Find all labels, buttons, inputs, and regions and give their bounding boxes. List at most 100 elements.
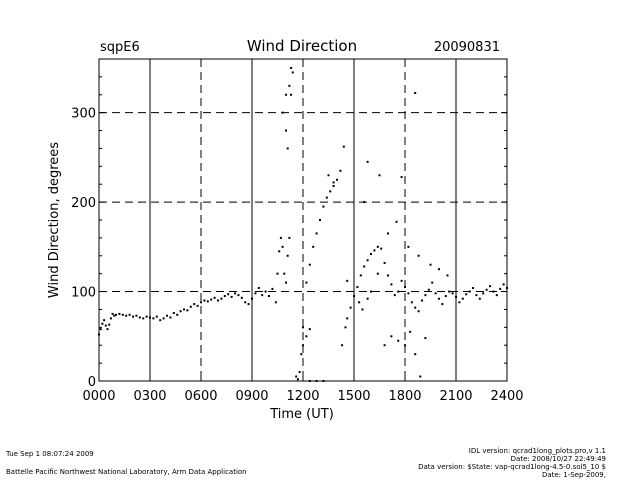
data-point <box>217 299 219 302</box>
data-point <box>359 274 362 277</box>
data-point <box>254 292 257 295</box>
data-point <box>278 250 281 253</box>
data-point <box>376 245 379 248</box>
data-point <box>427 288 430 291</box>
data-point <box>152 317 155 320</box>
data-point <box>421 299 423 302</box>
data-point <box>288 84 291 87</box>
data-point <box>176 313 179 316</box>
data-point <box>290 93 293 96</box>
data-point <box>213 296 216 299</box>
data-point <box>349 306 352 309</box>
x-tick-label: 0600 <box>184 389 217 404</box>
data-point <box>475 294 478 297</box>
chart-date: 20090831 <box>434 40 500 55</box>
data-point <box>172 312 175 315</box>
data-point <box>495 294 498 297</box>
data-point <box>319 219 321 221</box>
x-tick-label: 2400 <box>490 389 523 404</box>
data-point <box>378 174 381 177</box>
data-point <box>400 176 403 179</box>
data-point <box>169 316 172 319</box>
x-tick-label: 0000 <box>82 389 115 404</box>
data-point <box>155 315 158 318</box>
footer-idl-date: Date: 2008/10/27 22:49:49 <box>510 455 606 463</box>
data-point <box>125 314 128 317</box>
data-point <box>302 326 304 329</box>
data-point <box>502 283 505 286</box>
data-point <box>455 295 457 298</box>
data-point <box>121 313 124 316</box>
data-point <box>458 301 461 304</box>
data-point <box>113 314 116 317</box>
data-point <box>183 308 185 311</box>
data-point <box>395 220 398 223</box>
footer-run-date: Date: 1-Sep-2009, <box>541 471 606 479</box>
x-tick-label: 2100 <box>439 389 472 404</box>
data-point <box>295 375 298 378</box>
chart-title: Wind Direction <box>247 37 357 55</box>
footer-timestamp: Tue Sep 1 08:07:24 2009 <box>6 450 94 458</box>
x-tick-labels: 0000 0300 0600 0900 1200 1500 1800 2100 2400 <box>82 389 523 404</box>
data-point <box>336 178 338 181</box>
data-points <box>98 66 508 382</box>
data-point <box>441 303 444 306</box>
data-point <box>251 297 253 300</box>
footer-data-version: Data version: $State: vap-qcrad1long-4.5… <box>418 463 606 471</box>
data-point <box>472 286 474 289</box>
data-point <box>346 317 349 320</box>
data-point <box>189 305 192 308</box>
data-point <box>234 292 236 295</box>
data-point <box>206 300 209 303</box>
data-point <box>240 296 243 299</box>
data-point <box>363 265 366 268</box>
x-tick-label: 1800 <box>388 389 421 404</box>
data-point <box>247 303 250 306</box>
y-tick-label: 300 <box>71 107 96 122</box>
data-point <box>376 272 379 275</box>
data-point <box>438 268 440 271</box>
data-point <box>358 301 361 304</box>
data-point <box>414 91 417 94</box>
data-point <box>489 285 491 288</box>
data-point <box>468 290 471 293</box>
data-point <box>465 293 468 296</box>
data-point <box>404 286 406 289</box>
data-point <box>308 380 311 382</box>
data-point <box>300 353 303 356</box>
data-point <box>281 111 284 114</box>
data-point <box>431 281 434 284</box>
data-point <box>203 299 206 302</box>
data-point <box>361 308 364 311</box>
data-point <box>285 129 287 132</box>
data-point <box>279 236 282 239</box>
data-point <box>444 295 447 298</box>
data-point <box>200 301 202 304</box>
footer-idl-version: IDL version: qcrad1long_plots.pro,v 1.1 <box>468 447 606 455</box>
data-point <box>149 316 151 319</box>
y-tick-label: 0 <box>88 375 96 390</box>
data-point <box>308 328 311 331</box>
data-point <box>142 317 145 320</box>
data-point <box>332 185 335 188</box>
data-point <box>329 190 332 193</box>
data-point <box>325 196 328 199</box>
data-point <box>296 378 299 381</box>
data-point <box>285 281 287 284</box>
data-point <box>356 286 359 289</box>
data-point <box>145 315 148 318</box>
data-point <box>274 301 277 304</box>
data-point <box>383 344 386 347</box>
data-point <box>390 335 393 338</box>
data-point <box>485 288 488 291</box>
data-point <box>264 290 267 293</box>
data-point <box>446 274 449 277</box>
data-point <box>179 310 182 313</box>
data-point <box>366 297 369 300</box>
data-point <box>341 344 344 347</box>
x-axis-label: Time (UT) <box>269 407 334 422</box>
data-point <box>230 295 233 298</box>
data-point <box>419 375 422 378</box>
data-point <box>478 297 481 300</box>
